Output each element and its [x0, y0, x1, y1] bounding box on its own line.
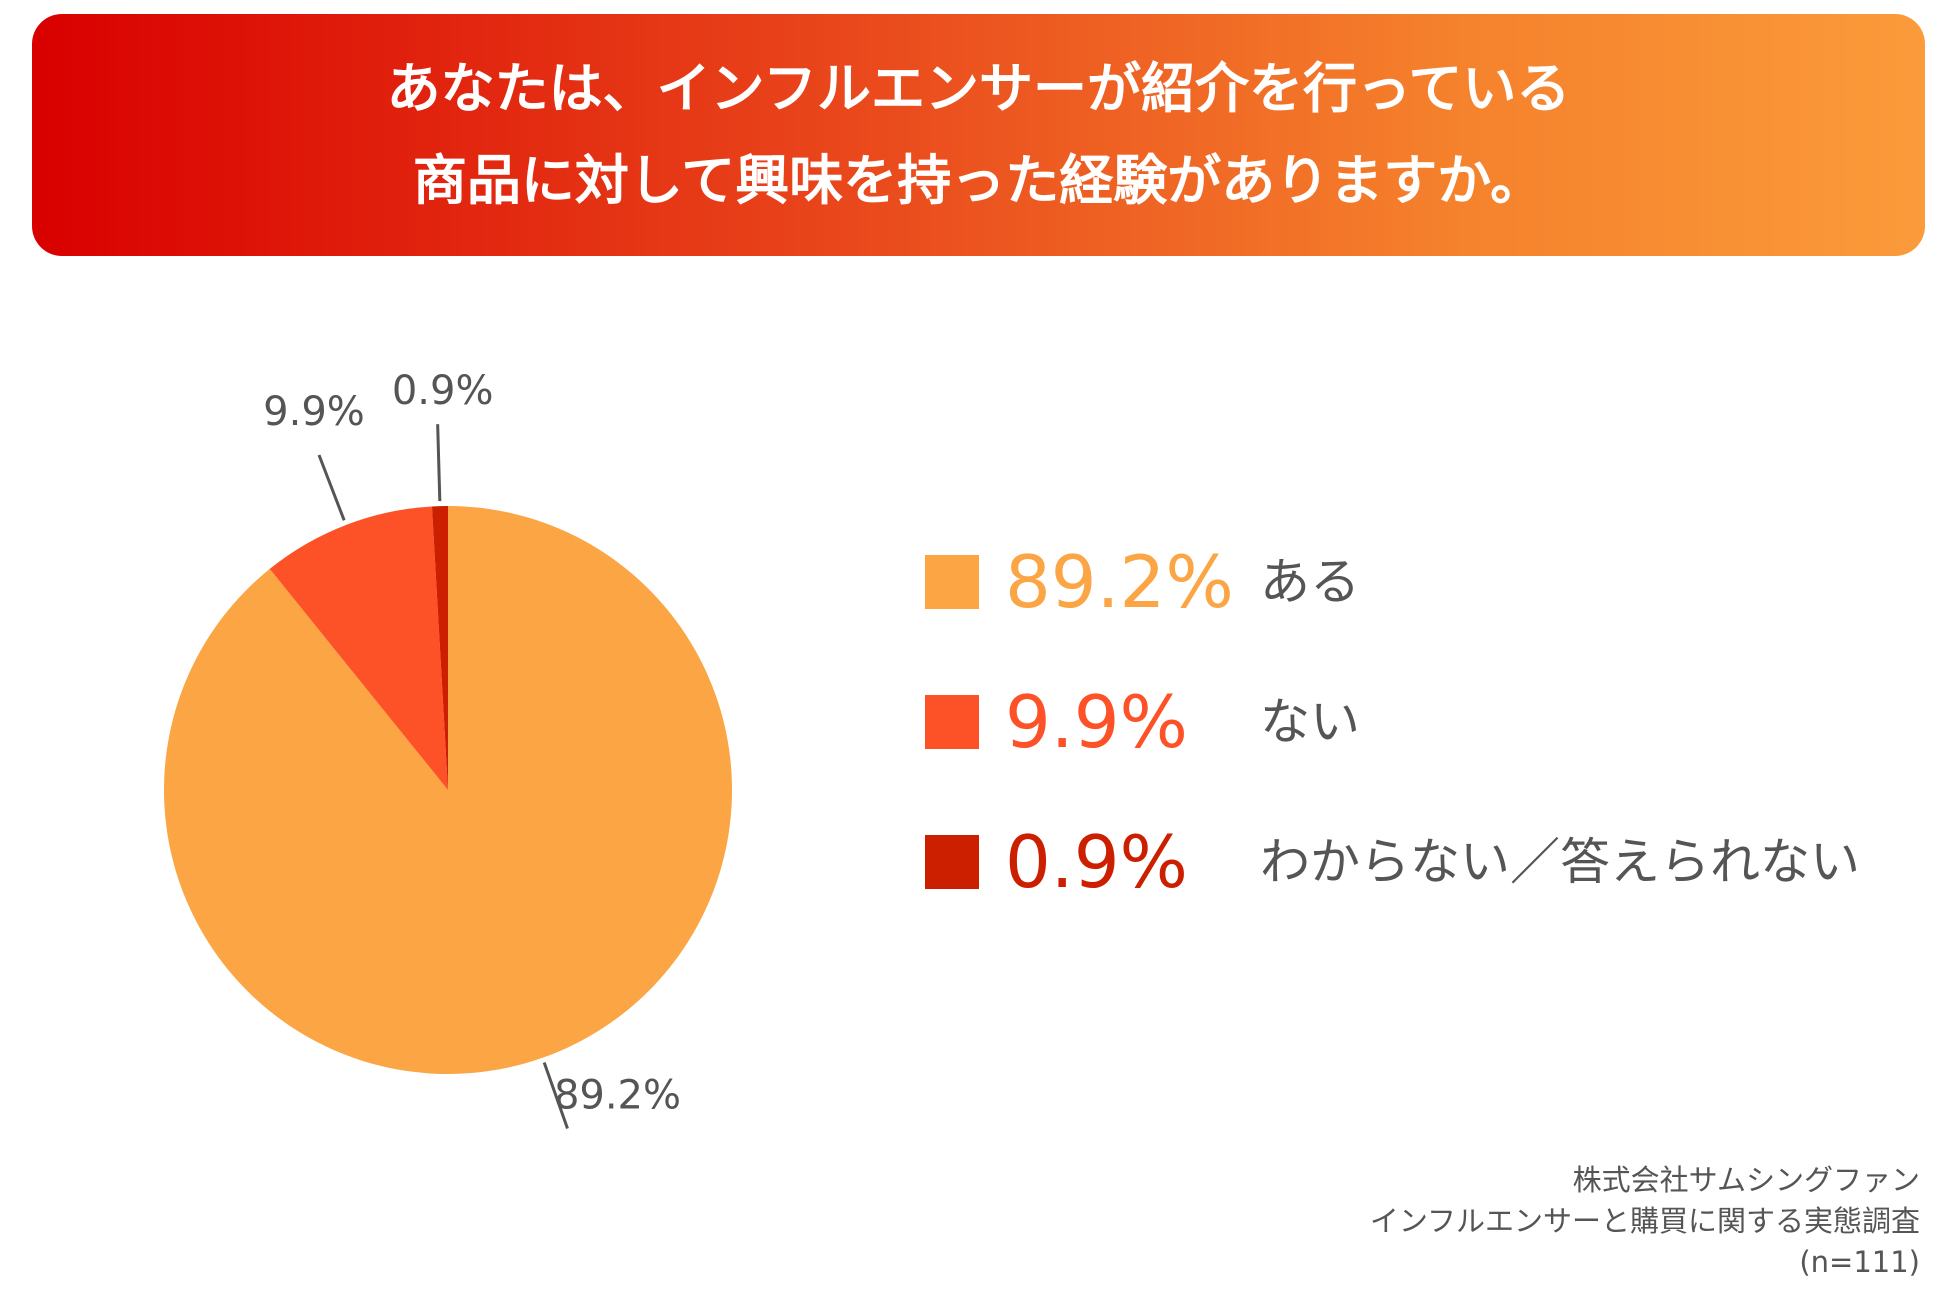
- title-banner: あなたは、インフルエンサーが紹介を行っている 商品に対して興味を持った経験があり…: [32, 14, 1925, 256]
- legend-item-aru: 89.2% ある: [925, 530, 1925, 670]
- slice-value-label: 0.9%: [392, 368, 494, 414]
- pie-slice: [431, 506, 448, 790]
- legend-label: わからない／答えられない: [1260, 833, 1860, 891]
- legend-swatch: [925, 695, 979, 749]
- legend-swatch: [925, 835, 979, 889]
- legend-label: ない: [1260, 693, 1360, 751]
- legend-percent: 9.9%: [1005, 680, 1188, 764]
- legend-item-unknown: 0.9% わからない／答えられない: [925, 810, 1925, 950]
- slice-value-label: 9.9%: [263, 389, 365, 435]
- legend-label: ある: [1260, 553, 1360, 611]
- source-footer: 株式会社サムシングファン インフルエンサーと購買に関する実態調査 (n=111): [1370, 1160, 1920, 1283]
- title-line-2: 商品に対して興味を持った経験がありますか。: [412, 149, 1545, 212]
- legend-percent: 89.2%: [1005, 540, 1234, 624]
- footer-company: 株式会社サムシングファン: [1572, 1163, 1920, 1197]
- legend-item-nai: 9.9% ない: [925, 670, 1925, 810]
- title-line-1: あなたは、インフルエンサーが紹介を行っている: [386, 57, 1571, 120]
- pie-slice: [269, 506, 448, 790]
- slice-value-label: 89.2%: [554, 1073, 681, 1119]
- leader-line: [542, 1062, 569, 1130]
- legend: 89.2% ある 9.9% ない 0.9% わからない／答えられない: [925, 530, 1925, 950]
- legend-percent: 0.9%: [1005, 820, 1188, 904]
- leader-line: [317, 454, 346, 521]
- footer-survey: インフルエンサーと購買に関する実態調査: [1369, 1204, 1920, 1238]
- leader-line: [436, 424, 442, 502]
- footer-sample-size: (n=111): [1799, 1245, 1920, 1279]
- pie-chart: 89.2% 9.9% 0.9%: [164, 368, 732, 1130]
- legend-swatch: [925, 555, 979, 609]
